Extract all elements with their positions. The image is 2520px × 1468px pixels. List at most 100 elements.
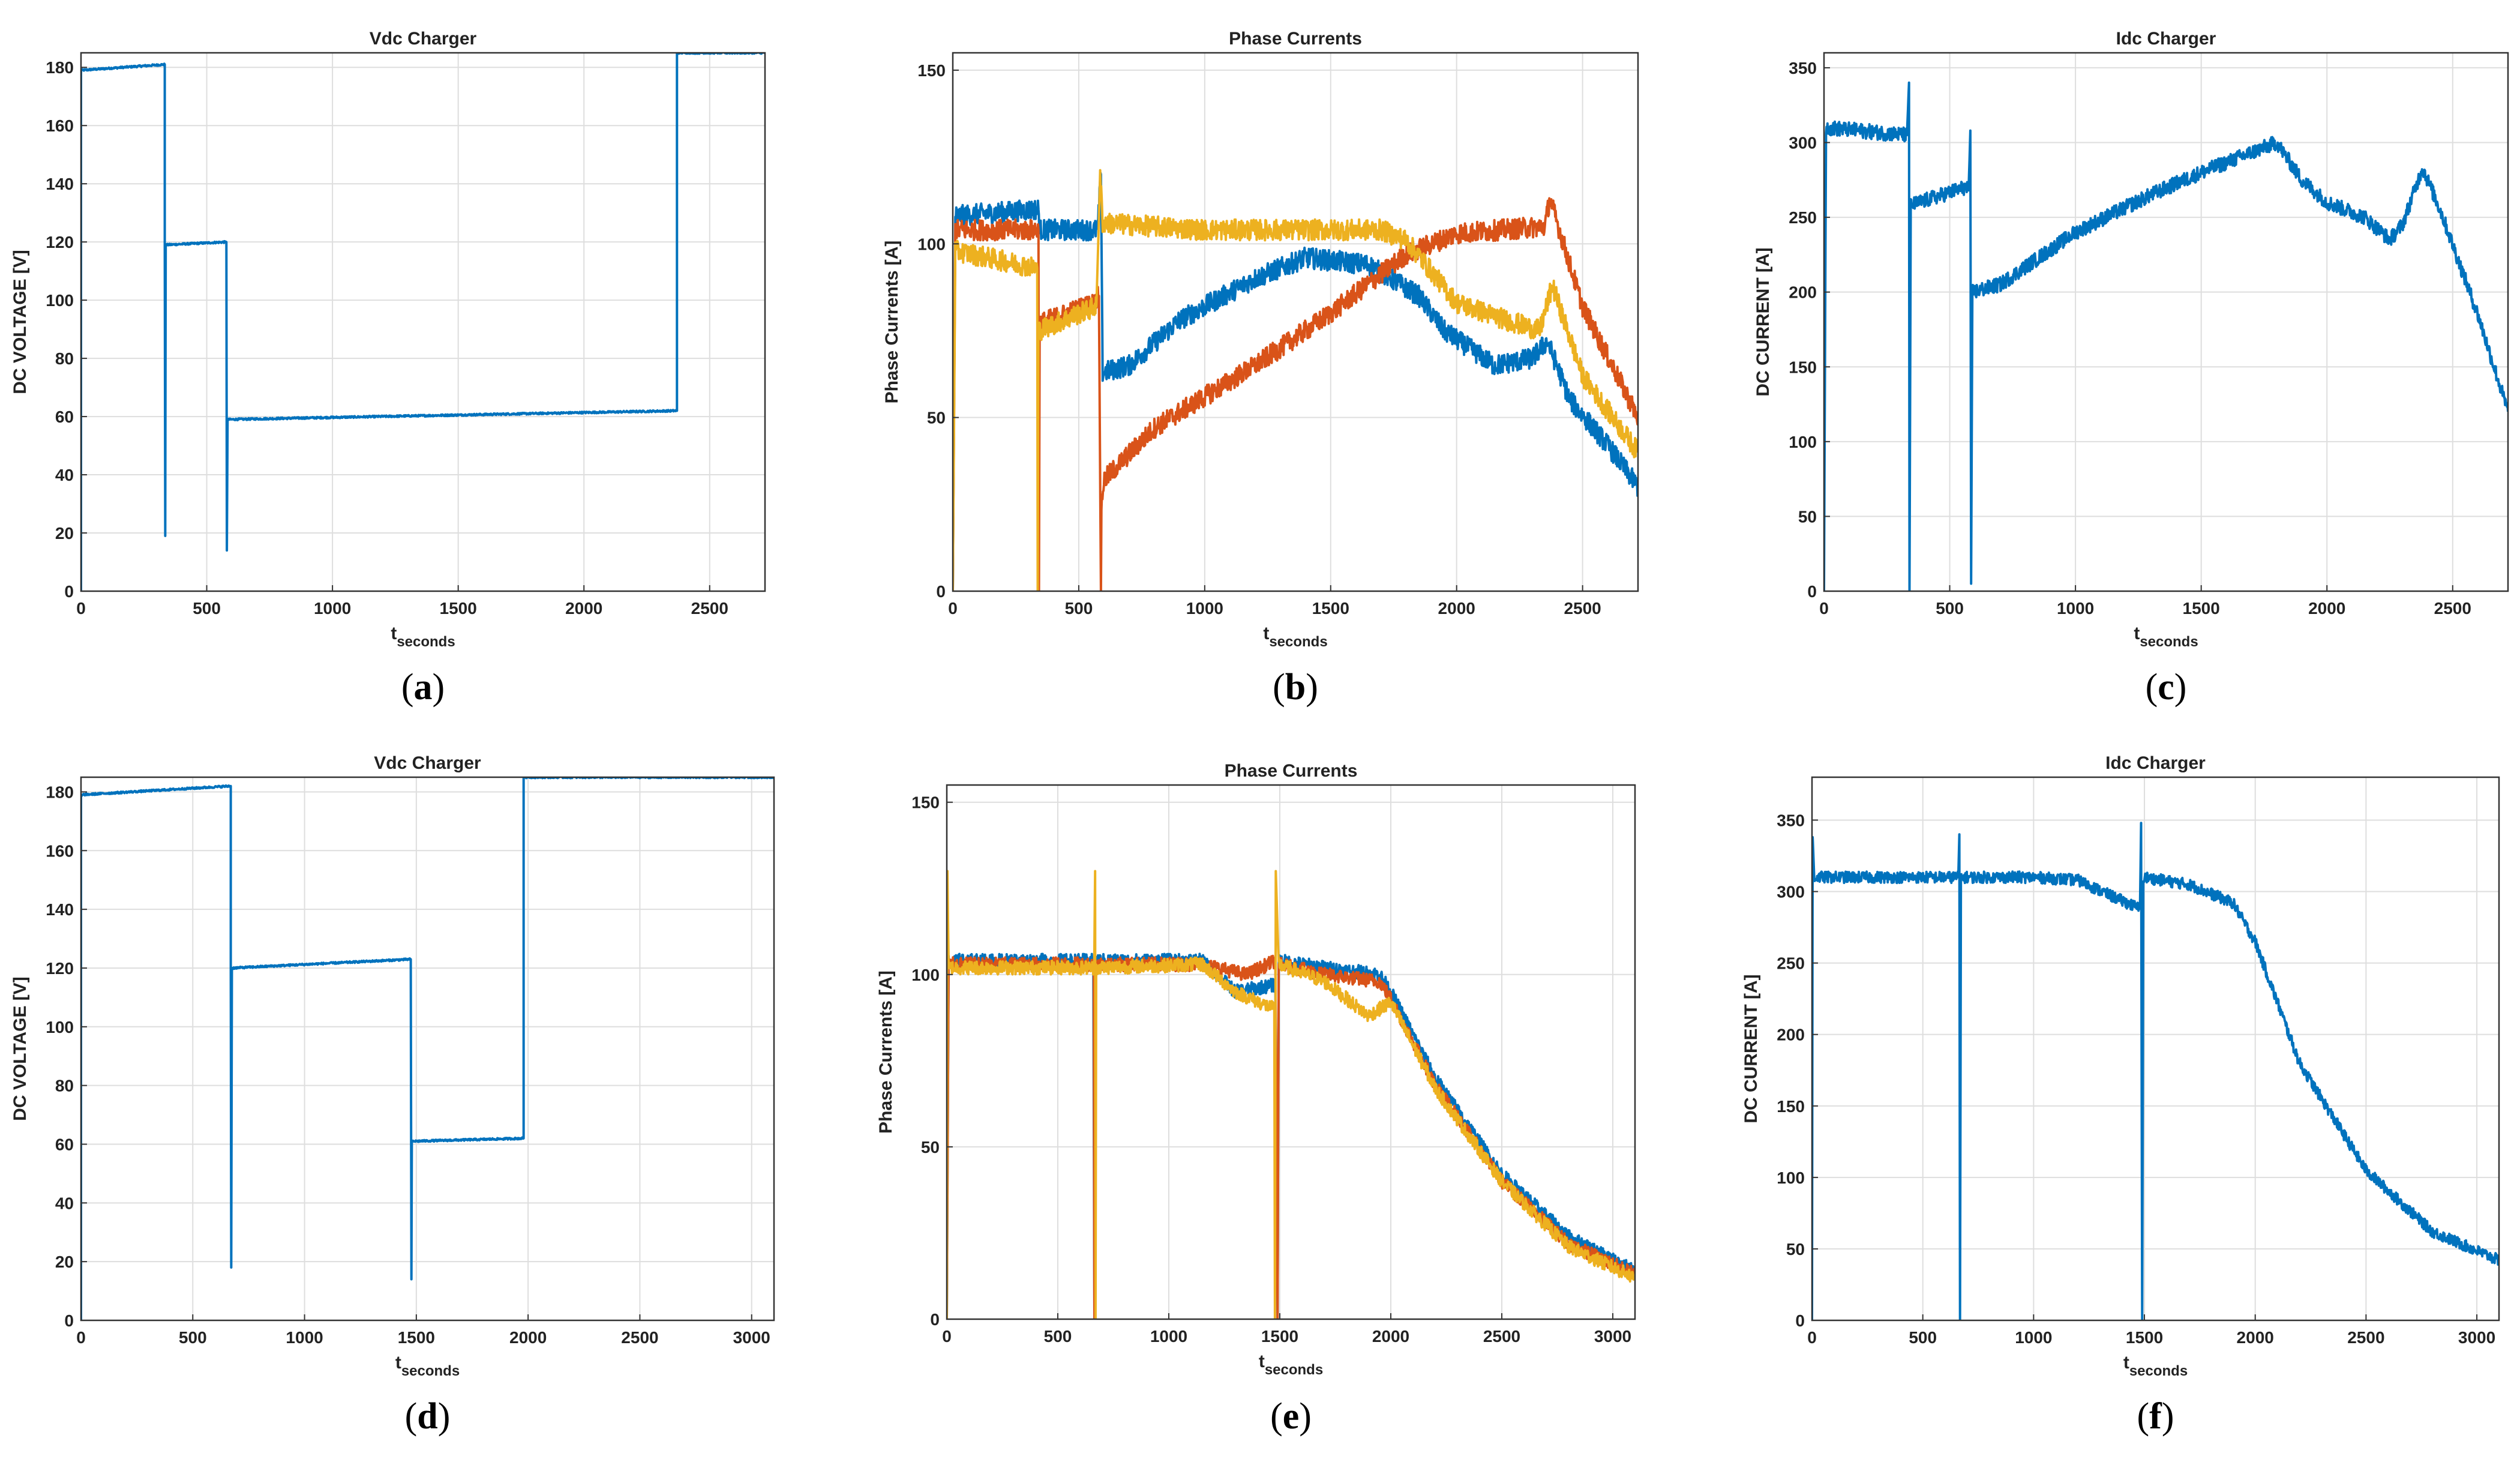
- y-tick-label: 0: [64, 582, 74, 601]
- series-line-1: [81, 777, 774, 1320]
- x-tick-label: 2000: [509, 1328, 547, 1347]
- y-tick-label: 200: [1789, 283, 1817, 302]
- x-tick-label: 500: [1936, 599, 1964, 618]
- x-tick-label: 1000: [2057, 599, 2094, 618]
- y-tick-label: 40: [55, 466, 74, 484]
- y-tick-label: 0: [930, 1310, 940, 1329]
- y-tick-label: 300: [1777, 883, 1805, 901]
- x-tick-label: 2000: [1372, 1327, 1409, 1346]
- x-tick-label: 1500: [2183, 599, 2220, 618]
- y-tick-label: 140: [46, 900, 74, 919]
- x-tick-label: 500: [193, 599, 221, 618]
- y-tick-label: 140: [46, 175, 74, 193]
- y-tick-label: 0: [936, 582, 946, 601]
- panel-caption: (b): [1273, 667, 1318, 708]
- chart-panel-c: 0 500 1000 1500 2000 2500 0 50 100 150 200 250 300 35…: [1753, 29, 2509, 708]
- y-axis-label: DC VOLTAGE [V]: [10, 250, 30, 394]
- axes-box: [80, 52, 766, 592]
- chart-title: Idc Charger: [2116, 29, 2216, 49]
- x-tick-label: 500: [179, 1328, 207, 1347]
- x-tick-label: 0: [76, 1328, 86, 1347]
- y-axis-label: Phase Currents [A]: [876, 970, 896, 1134]
- y-tick-label: 0: [64, 1311, 74, 1330]
- x-tick-label: 2500: [2434, 599, 2471, 618]
- y-axis-label: DC CURRENT [A]: [1753, 247, 1773, 396]
- panel-caption: (a): [401, 667, 445, 708]
- plot-area: [947, 785, 1635, 1319]
- x-tick-label: 2500: [621, 1328, 658, 1347]
- y-tick-label: 0: [1807, 582, 1817, 601]
- x-axis-label: tseconds: [395, 1353, 460, 1379]
- x-tick-label: 3000: [1594, 1327, 1631, 1346]
- plot-area: [1812, 777, 2499, 1320]
- panel-caption: (f): [2137, 1396, 2174, 1437]
- y-tick-label: 160: [46, 116, 74, 135]
- y-tick-label: 300: [1789, 134, 1817, 152]
- y-tick-label: 180: [46, 783, 74, 801]
- x-axis-label: tseconds: [1259, 1352, 1323, 1378]
- x-tick-label: 2500: [691, 599, 728, 618]
- x-tick-label: 1500: [1261, 1327, 1298, 1346]
- x-axis-label: tseconds: [2123, 1353, 2188, 1379]
- x-tick-label: 1500: [398, 1328, 435, 1347]
- y-tick-label: 250: [1777, 954, 1805, 973]
- y-tick-label: 150: [911, 793, 940, 812]
- y-tick-label: 100: [46, 291, 74, 310]
- plot-area: [81, 777, 774, 1320]
- x-tick-label: 3000: [733, 1328, 770, 1347]
- series-line-1: [953, 171, 1638, 591]
- x-axis-label: tseconds: [1263, 624, 1327, 650]
- x-tick-label: 2000: [565, 599, 602, 618]
- plot-area: [81, 53, 765, 591]
- x-tick-label: 0: [1819, 599, 1829, 618]
- chart-title: Phase Currents: [1225, 761, 1358, 781]
- x-tick-label: 2500: [2347, 1328, 2384, 1347]
- y-tick-label: 100: [917, 235, 946, 253]
- y-tick-label: 100: [1789, 433, 1817, 451]
- y-tick-label: 80: [55, 1077, 74, 1095]
- y-tick-label: 350: [1789, 59, 1817, 77]
- axes-box: [1811, 776, 2500, 1322]
- y-tick-label: 120: [46, 959, 74, 978]
- y-tick-label: 200: [1777, 1026, 1805, 1044]
- x-tick-label: 2500: [1564, 599, 1601, 618]
- y-tick-label: 80: [55, 349, 74, 368]
- x-tick-label: 2000: [2308, 599, 2345, 618]
- axes-box: [952, 52, 1639, 592]
- series-line-1: [1824, 81, 2508, 591]
- y-tick-label: 250: [1789, 208, 1817, 227]
- x-tick-label: 500: [1909, 1328, 1937, 1347]
- chart-panel-d: 0 500 1000 1500 2000 2500 3000 0 20 40 60 80 100 120 1…: [10, 753, 775, 1437]
- x-tick-label: 1500: [2126, 1328, 2163, 1347]
- x-tick-label: 500: [1065, 599, 1093, 618]
- x-tick-label: 0: [76, 599, 86, 618]
- axes-box: [1823, 52, 2509, 592]
- axes-box: [80, 776, 775, 1322]
- series-line-1: [81, 53, 765, 591]
- series-line-3: [953, 169, 1638, 591]
- x-tick-label: 1000: [314, 599, 351, 618]
- x-tick-label: 0: [942, 1327, 952, 1346]
- y-tick-label: 150: [1777, 1097, 1805, 1116]
- y-tick-label: 160: [46, 841, 74, 860]
- y-tick-label: 20: [55, 1253, 74, 1271]
- panel-caption: (e): [1270, 1396, 1312, 1437]
- y-tick-label: 60: [55, 408, 74, 426]
- x-tick-label: 1000: [2015, 1328, 2052, 1347]
- y-tick-label: 50: [1786, 1240, 1805, 1259]
- chart-title: Phase Currents: [1229, 29, 1362, 49]
- x-axis-label: tseconds: [391, 624, 455, 650]
- chart-panel-f: 0 500 1000 1500 2000 2500 3000 0 50 100 150 200 250 3…: [1741, 753, 2500, 1437]
- y-tick-label: 0: [1795, 1311, 1805, 1330]
- y-tick-label: 50: [921, 1138, 940, 1157]
- chart-panel-b: 0 500 1000 1500 2000 2500 0 50 100 150 Phase Curre…: [882, 29, 1639, 708]
- series-line-1: [1812, 822, 2499, 1320]
- y-tick-label: 150: [917, 61, 946, 80]
- x-tick-label: 3000: [2458, 1328, 2495, 1347]
- y-tick-label: 40: [55, 1194, 74, 1212]
- x-tick-label: 0: [948, 599, 958, 618]
- x-tick-label: 1000: [286, 1328, 323, 1347]
- chart-panel-e: 0 500 1000 1500 2000 2500 3000 0 50 100 150 Phase C…: [876, 761, 1636, 1437]
- x-tick-label: 1000: [1150, 1327, 1187, 1346]
